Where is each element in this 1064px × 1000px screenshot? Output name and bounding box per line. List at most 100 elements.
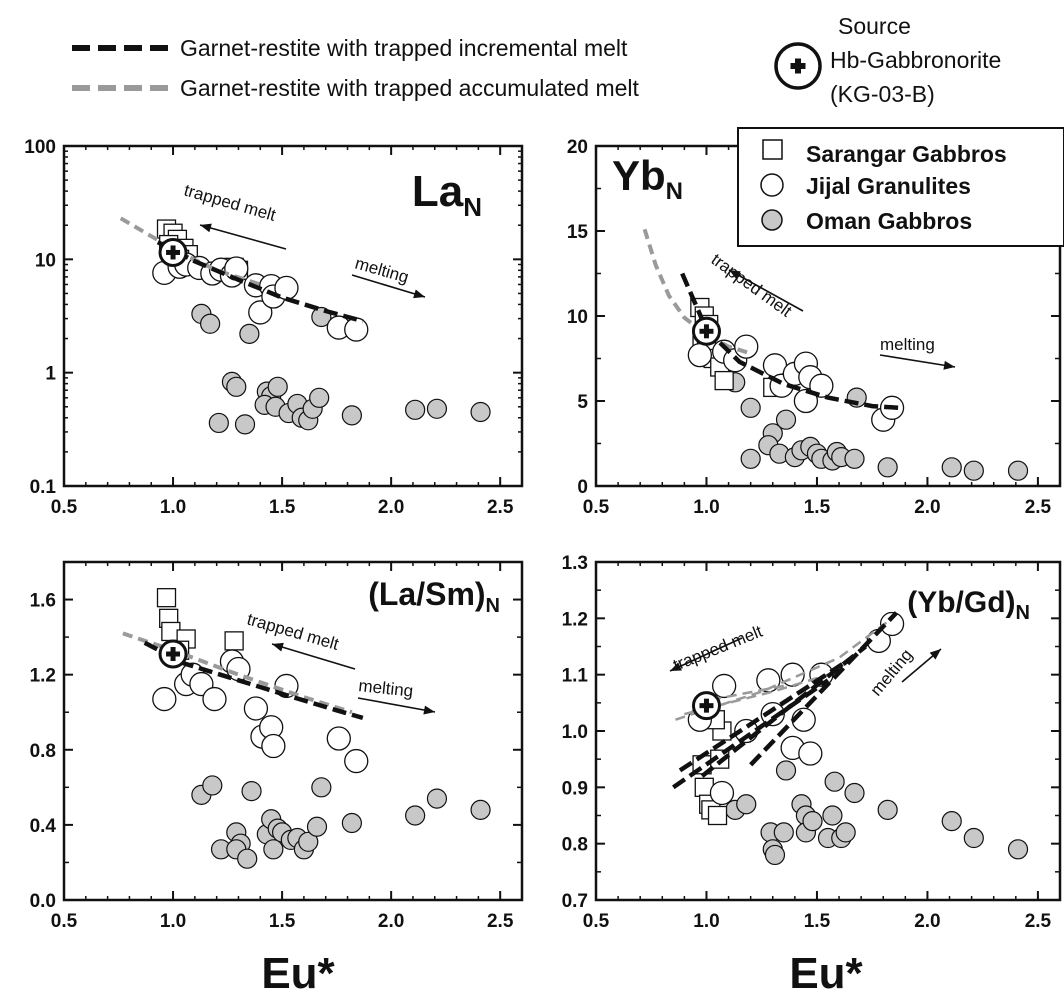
trapped-melt-arrowhead xyxy=(200,223,212,233)
source-label-2: Hb-Gabbronorite xyxy=(830,47,1001,73)
trapped-melt-label: trapped melt xyxy=(708,250,796,321)
x-tick-label: 2.0 xyxy=(378,911,404,932)
x-tick-label: 0.5 xyxy=(51,911,78,932)
oman-point xyxy=(237,848,258,869)
melting-label: melting xyxy=(353,254,411,287)
legend-oman-label: Oman Gabbros xyxy=(806,208,972,234)
x-tick-label: 0.5 xyxy=(583,911,610,932)
oman-point xyxy=(775,409,797,430)
jijal-point xyxy=(326,726,351,751)
sarangar-point xyxy=(707,805,728,826)
x-tick-label: 0.5 xyxy=(51,497,78,518)
panel-title: (La/Sm)N xyxy=(368,576,500,617)
panel-title-main: La xyxy=(412,167,464,216)
oman-point xyxy=(239,323,260,344)
y-tick-label: 1.6 xyxy=(30,591,56,612)
legend-square-marker xyxy=(762,139,783,160)
jijal-point xyxy=(344,317,369,342)
x-axis-label-right: Eu* xyxy=(789,949,863,998)
melting-label: melting xyxy=(880,335,935,354)
legend-lines: Garnet-restite with trapped incremental … xyxy=(72,35,640,101)
oman-point xyxy=(736,794,757,815)
accumulated-melt-curve xyxy=(684,673,829,716)
oman-point xyxy=(1007,839,1029,860)
legend-source: Source Hb-Gabbronorite (KG-03-B) xyxy=(774,13,1001,107)
incremental-melt-curve xyxy=(700,644,867,778)
oman-point xyxy=(802,811,823,832)
melting-arrow xyxy=(357,697,436,713)
y-tick-label: 10 xyxy=(35,250,56,271)
x-tick-label: 2.5 xyxy=(1025,911,1052,932)
plot-frame xyxy=(62,144,524,488)
x-tick-label: 2.5 xyxy=(1025,497,1052,518)
x-tick-label: 2.0 xyxy=(378,497,404,518)
panel-title: LaN xyxy=(412,167,482,222)
accumulated-melt-curve xyxy=(675,617,893,721)
y-tick-label: 0.9 xyxy=(562,778,588,799)
jijal-point xyxy=(798,741,823,766)
oman-point xyxy=(208,412,229,434)
trapped-melt-arrowhead xyxy=(729,270,741,280)
x-tick-label: 1.0 xyxy=(160,911,186,932)
jijal-point xyxy=(793,388,819,414)
source-plus-v xyxy=(703,698,709,713)
melting-arrowhead xyxy=(423,705,435,715)
trapped-melt-arrow xyxy=(199,224,287,250)
jijal-point xyxy=(709,780,735,806)
x-tick-label: 1.5 xyxy=(269,911,296,932)
x-tick-label: 2.5 xyxy=(487,497,514,518)
legend-accumulated-label: Garnet-restite with trapped accumulated … xyxy=(180,75,640,101)
melting-arrow xyxy=(351,274,426,298)
oman-point xyxy=(267,376,288,397)
melting-label: melting xyxy=(358,676,414,701)
jijal-point xyxy=(344,748,369,774)
panel-yb-gd: 0.5 1.0 1.5 2.0 2.5 0.7 0.8 0.9 1.0 1.1 1.2 1.3 trap… xyxy=(562,553,1062,932)
panel-title-main: Yb xyxy=(612,152,666,199)
oman-point xyxy=(298,831,319,852)
oman-point xyxy=(405,805,426,826)
panel-title-main: (La/Sm) xyxy=(368,576,485,612)
y-tick-label: 0.4 xyxy=(30,816,57,837)
panel-title-subscript: N xyxy=(666,178,683,205)
incremental-melt-curve xyxy=(678,661,845,773)
oman-point xyxy=(822,805,843,826)
oman-point xyxy=(306,816,328,837)
oman-point xyxy=(200,313,221,334)
jijal-point xyxy=(261,733,286,759)
y-tick-label: 0.0 xyxy=(30,891,56,912)
y-tick-label: 15 xyxy=(567,222,589,243)
oman-point xyxy=(877,457,898,478)
y-tick-label: 5 xyxy=(577,392,588,413)
y-tick-label: 1 xyxy=(45,364,56,385)
legend-sarangar-label: Sarangar Gabbros xyxy=(806,141,1007,167)
oman-point xyxy=(341,405,362,426)
accumulated-melt-curve xyxy=(122,631,353,715)
oman-point xyxy=(877,799,898,820)
oman-point xyxy=(470,799,491,820)
sarangar-point xyxy=(156,588,177,608)
panel-title: YbN xyxy=(612,152,683,205)
trapped-melt-arrow xyxy=(669,637,743,672)
panel-title-subscript: N xyxy=(463,192,482,222)
series-legend-box xyxy=(737,127,1064,247)
y-tick-label: 0.7 xyxy=(562,891,588,912)
panel-la-sm: 0.5 1.0 1.5 2.0 2.5 0.0 0.4 0.8 1.2 1.6 trapped me… xyxy=(30,560,524,932)
y-tick-label: 0.8 xyxy=(562,835,588,856)
oman-point xyxy=(426,788,448,809)
trapped-melt-arrow xyxy=(271,643,356,670)
x-tick-label: 1.5 xyxy=(804,497,831,518)
source-plus-v xyxy=(170,647,176,662)
jijal-point xyxy=(760,701,785,727)
oman-point xyxy=(963,460,984,481)
panel-title-subscript: N xyxy=(1016,602,1030,624)
jijal-point xyxy=(202,686,227,712)
oman-point xyxy=(941,811,962,832)
melting-arrowhead xyxy=(929,649,941,660)
trapped-melt-label: trapped melt xyxy=(670,622,765,675)
x-axis-label-left: Eu* xyxy=(261,949,335,998)
legend-incremental-label: Garnet-restite with trapped incremental … xyxy=(180,35,628,61)
source-label-1: Source xyxy=(838,13,911,39)
accumulated-melt-curve xyxy=(642,228,752,356)
y-tick-label: 0.8 xyxy=(30,741,56,762)
oman-point xyxy=(234,414,256,435)
